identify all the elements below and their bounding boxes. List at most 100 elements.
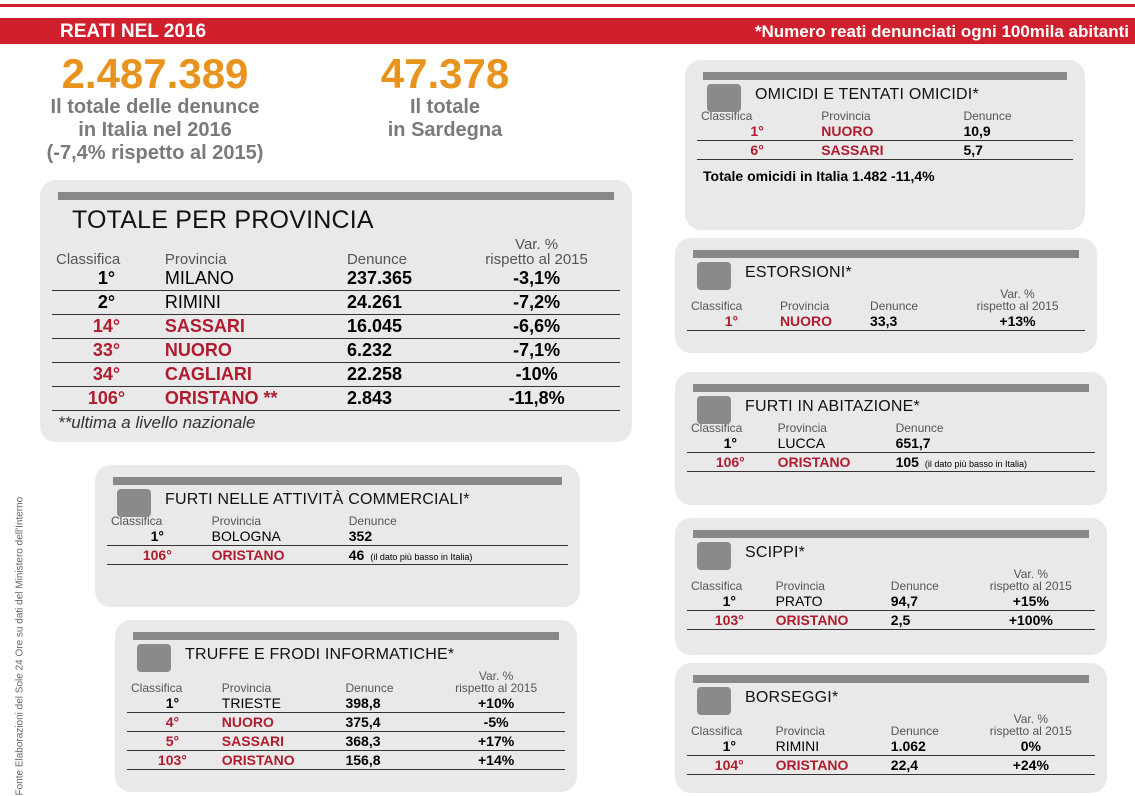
panel: FURTI IN ABITAZIONE* Classifica Provincia D…: [675, 372, 1107, 505]
header-row: Classifica Provincia Denunce Var. % rispetto…: [687, 568, 1095, 592]
column-header: Classifica: [111, 514, 163, 528]
cell: 1.062: [886, 737, 967, 756]
column-header: Classifica: [691, 724, 743, 738]
header-row: Classifica Provincia Denunce Var. % rispetto…: [687, 713, 1095, 737]
cell: PRATO: [771, 592, 887, 611]
icon: [697, 542, 731, 570]
panel-footer: Totale omicidi in Italia 1.482 -11,4%: [703, 168, 935, 184]
table-row: 5° SASSARI 368,3 +17%: [127, 731, 565, 751]
cell: 103°: [687, 610, 772, 630]
cell-note: (il dato più basso in Italia): [924, 459, 1027, 469]
cell: +13%: [950, 312, 1085, 331]
cell: NUORO: [160, 338, 343, 363]
panel-bar: [58, 192, 614, 200]
cell: 1°: [107, 527, 208, 546]
cell: 14°: [52, 314, 161, 339]
panel-bar: [693, 384, 1089, 392]
table-row: 1° NUORO 33,3 +13%: [687, 312, 1085, 331]
cell: 156,8: [341, 750, 428, 770]
column-header: Classifica: [691, 579, 743, 593]
column-header-line: Var. %: [1013, 712, 1049, 726]
table-row: 103° ORISTANO 156,8 +14%: [127, 750, 565, 770]
panel: ESTORSIONI* Classifica Provincia Denunce Var…: [675, 238, 1097, 353]
column-header: Provincia: [221, 681, 272, 695]
panel-title: OMICIDI E TENTATI OMICIDI*: [755, 86, 979, 103]
cell: SASSARI: [160, 314, 343, 339]
cell: 651,7: [891, 434, 1095, 453]
header-row: Classifica Provincia Denunce Var. % rispetto…: [687, 288, 1085, 312]
cell: RIMINI: [771, 737, 887, 756]
cell: BOLOGNA: [207, 527, 345, 546]
table-row: 34° CAGLIARI 22.258 -10%: [52, 362, 620, 387]
column-header: Classifica: [131, 681, 183, 695]
table: Classifica Provincia Denunce Var. % rispetto…: [687, 288, 1085, 331]
column-header-line: rispetto al 2015: [976, 299, 1059, 313]
table-row: 1° LUCCA 651,7: [687, 434, 1095, 453]
header-row: Classifica Provincia Denunce Var. % rispetto…: [127, 670, 565, 694]
table-row: 1° MILANO 237.365 -3,1%: [52, 267, 620, 291]
icon: [707, 84, 741, 112]
cell: 6°: [697, 140, 818, 160]
header-row: Classifica Provincia Denunce: [107, 515, 568, 527]
cell: 106°: [52, 386, 161, 411]
cell: NUORO: [817, 122, 960, 141]
panel: FURTI NELLE ATTIVITÀ COMMERCIALI* Classif…: [95, 465, 580, 607]
table: Classifica Provincia Denunce 1° BOLOGNA 352 10…: [107, 515, 568, 565]
cell: CAGLIARI: [160, 362, 343, 387]
table-row: 1° PRATO 94,7 +15%: [687, 592, 1095, 611]
column-header: Classifica: [701, 109, 753, 123]
column-header-line: Var. %: [478, 669, 514, 683]
column-header: Var. % rispetto al 2015: [427, 670, 565, 694]
cell: 1°: [687, 737, 772, 756]
column-header: Classifica: [691, 299, 743, 313]
table: Classifica Provincia Denunce Var. % rispetto…: [687, 568, 1095, 630]
header-row: Classifica Provincia Denunce: [697, 110, 1073, 122]
cell: 5,7: [959, 140, 1073, 160]
table-row: 1° NUORO 10,9: [697, 122, 1073, 141]
cell: 0%: [966, 737, 1095, 756]
cell: 2,5: [886, 610, 967, 630]
cell: 1°: [697, 122, 818, 141]
column-header: Classifica: [691, 421, 743, 435]
column-header: Classifica: [56, 251, 121, 268]
cell: -7,1%: [453, 338, 620, 363]
cell: 237.365: [342, 267, 454, 291]
table: Classifica Provincia Denunce Var. % rispetto…: [127, 670, 565, 770]
top-rule: [0, 4, 1135, 7]
cell: +17%: [427, 731, 565, 751]
cell: ORISTANO: [771, 755, 887, 775]
cell: 1°: [687, 592, 772, 611]
table-row: 106° ORISTANO ** 2.843 -11,8%: [52, 386, 620, 411]
column-header: Var. % rispetto al 2015: [453, 237, 620, 267]
cell: RIMINI: [160, 290, 343, 315]
column-header-line: Var. %: [1013, 567, 1049, 581]
panel-title: ESTORSIONI*: [745, 264, 852, 281]
header-band: [0, 18, 1135, 44]
table: Classifica Provincia Denunce Var. % rispetto…: [687, 713, 1095, 775]
column-header: Denunce: [890, 724, 939, 738]
column-header-line: Var. %: [515, 236, 559, 253]
cell: ORISTANO: [217, 750, 342, 770]
summary: 2.487.389 Il totale delle denunce in Itali…: [0, 52, 310, 165]
cell: 22,4: [886, 755, 967, 775]
summary-value: 2.487.389: [61, 50, 249, 97]
cell: 1°: [687, 312, 776, 331]
summary-line: Il totale: [409, 96, 480, 118]
header-row: Classifica Provincia Denunce: [687, 422, 1095, 434]
table: Classifica Provincia Denunce 1° LUCCA 651,7 10…: [687, 422, 1095, 472]
table-row: 106° ORISTANO 105 (il dato più basso in Ita…: [687, 452, 1095, 472]
column-header: Provincia: [164, 251, 227, 268]
header-title: REATI NEL 2016: [60, 21, 207, 42]
table: Classifica Provincia Denunce Var. % rispetto…: [52, 237, 620, 411]
column-header-line: Var. %: [1000, 287, 1035, 301]
header-row: Classifica Provincia Denunce Var. % rispetto…: [52, 237, 620, 267]
cell: +24%: [966, 755, 1095, 775]
icon: [117, 489, 151, 517]
panel-title: FURTI IN ABITAZIONE*: [745, 398, 920, 415]
column-header: Denunce: [963, 109, 1012, 123]
cell: ORISTANO: [207, 545, 345, 565]
cell: TRIESTE: [217, 694, 342, 713]
table-row: 1° RIMINI 1.062 0%: [687, 737, 1095, 756]
panel: TOTALE PER PROVINCIA Classifica Provincia D…: [40, 180, 632, 442]
